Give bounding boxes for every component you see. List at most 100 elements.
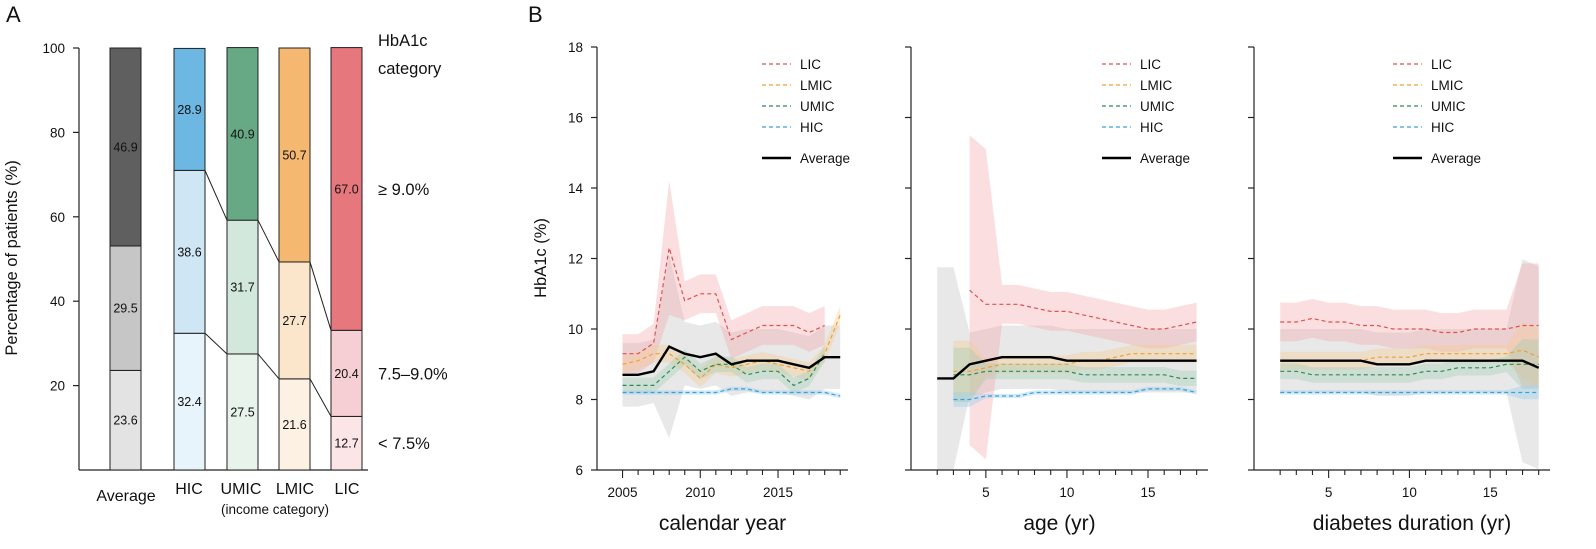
uncertainty-band-umic [622, 345, 825, 394]
bar-connector-line [204, 332, 228, 355]
legend-entry: ≥ 9.0% [378, 181, 430, 199]
legend-label-average: Average [800, 151, 850, 166]
legend-title-line2: category [378, 60, 442, 78]
subplot-1: 6 8 10 12 14 16 18 2005 2010 2015 calendar year LIC… [568, 40, 850, 535]
bar-value-label: 27.5 [230, 405, 254, 419]
legend-label-umic: UMIC [1431, 99, 1466, 114]
legend-entry: 7.5–9.0% [378, 365, 448, 383]
bar-connector-line [204, 170, 228, 221]
xtick-label: 5 [982, 485, 990, 500]
bar-value-label: 21.6 [282, 418, 306, 432]
panel-a-ytick-label: 100 [42, 41, 65, 56]
series-line-lic [1280, 317, 1539, 334]
uncertainty-band-lmic [953, 340, 1197, 403]
legend-label-umic: UMIC [800, 99, 835, 114]
uncertainty-band-lmic [622, 306, 841, 388]
subplot-2: 5 10 15 age (yr) LIC LMIC UMIC HIC Average [905, 46, 1208, 535]
legend-label-lmic: LMIC [800, 78, 833, 93]
uncertainty-band-umic [953, 347, 1197, 402]
uncertainty-band-average [937, 267, 1197, 470]
bar-connector-line [257, 353, 280, 380]
panel-a-ytick-label: 80 [50, 125, 65, 140]
bar-connector-line [257, 219, 280, 263]
bar-value-label: 20.4 [334, 367, 358, 381]
bar-segment [109, 369, 142, 471]
legend-label-average: Average [1140, 151, 1190, 166]
panel-a-label: A [6, 2, 21, 27]
legend-label-lmic: LMIC [1431, 78, 1464, 93]
bar-connector-line [309, 378, 332, 417]
bar-value-label: 46.9 [113, 140, 137, 154]
x-axis-title: diabetes duration (yr) [1313, 512, 1511, 535]
bar-segment [109, 245, 142, 371]
bar-segment [173, 169, 206, 334]
bar-value-label: 38.6 [177, 245, 201, 259]
series-line-umic [1280, 363, 1539, 376]
bar-connector-line [309, 261, 332, 331]
x-axis-title: calendar year [659, 512, 786, 535]
bar-value-label: 28.9 [177, 103, 201, 117]
category-label: LIC [335, 481, 360, 498]
legend-label-lmic: LMIC [1140, 78, 1173, 93]
bar-segment [226, 47, 259, 221]
legend-label-average: Average [1431, 151, 1481, 166]
panel-a-ylabel: Percentage of patients (%) [3, 160, 21, 355]
xtick-label: 2010 [685, 485, 715, 500]
panel-b-label: B [528, 2, 543, 27]
uncertainty-band-lmic [1280, 321, 1539, 386]
x-axis-title: age (yr) [1023, 512, 1095, 535]
bar-value-label: 31.7 [230, 281, 254, 295]
uncertainty-band-lic [622, 180, 825, 374]
panel-a-stacked-bars: 20 40 60 80 100 23.6 29.5 46.9 Average 32.4 38.6 28… [42, 41, 448, 505]
series-line-lmic [953, 353, 1197, 372]
bar-segment [173, 332, 206, 471]
bar-value-label: 12.7 [334, 437, 358, 451]
legend-label-lic: LIC [1431, 57, 1452, 72]
uncertainty-band-lic [1280, 263, 1539, 388]
bar-value-label: 40.9 [230, 127, 254, 141]
panel-a-ytick-label: 60 [50, 210, 65, 225]
legend-label-hic: HIC [1431, 120, 1455, 135]
bar-value-label: 32.4 [177, 395, 201, 409]
bar-segment [278, 47, 311, 263]
series-line-lic [622, 247, 825, 355]
subplot-3: 5 10 15 diabetes duration (yr) LIC LMIC UMIC HI… [1248, 46, 1550, 535]
bar-value-label: 27.7 [282, 314, 306, 328]
legend-label-umic: UMIC [1140, 99, 1175, 114]
bar-value-label: 23.6 [113, 414, 137, 428]
category-label: UMIC [221, 481, 262, 498]
panel-a-xlabel: (income category) [221, 502, 329, 517]
bar-segment [173, 47, 206, 171]
bar-segment [278, 261, 311, 380]
xtick-label: 2015 [763, 485, 793, 500]
xtick-label: 5 [1325, 485, 1333, 500]
bar-value-label: 29.5 [113, 302, 137, 316]
ytick-label: 6 [575, 463, 583, 478]
series-line-average [937, 356, 1197, 380]
legend-entry: < 7.5% [378, 435, 430, 453]
legend-label-hic: HIC [1140, 120, 1164, 135]
series-line-hic [953, 388, 1197, 401]
category-label: LMIC [276, 481, 314, 498]
category-label: Average [96, 488, 155, 505]
ytick-label: 12 [568, 252, 583, 267]
series-line-hic [622, 388, 841, 397]
uncertainty-band-umic [1280, 339, 1539, 390]
panel-a-ytick-label: 20 [50, 379, 65, 394]
panel-a-ytick-label: 40 [50, 294, 65, 309]
series-line-average [1280, 359, 1540, 369]
series-line-umic [953, 370, 1197, 379]
series-line-average [622, 345, 841, 376]
ytick-label: 16 [568, 111, 583, 126]
bar-segment [278, 378, 311, 471]
series-line-lic [969, 289, 1197, 330]
category-label: HIC [175, 481, 203, 498]
panel-b-ylabel: HbA1c (%) [532, 218, 550, 298]
panel-b-line-plots: 6 8 10 12 14 16 18 2005 2010 2015 calendar year LIC… [568, 40, 1550, 535]
bar-segment [330, 47, 363, 331]
series-line-lmic [622, 314, 841, 380]
legend-label-lic: LIC [800, 57, 821, 72]
bar-segment [330, 329, 363, 417]
xtick-label: 2005 [608, 485, 638, 500]
